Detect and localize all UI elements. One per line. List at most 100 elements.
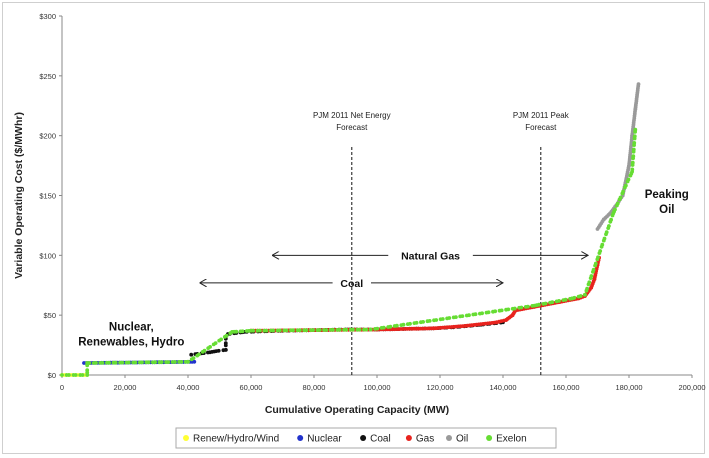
data-point — [609, 217, 613, 222]
data-point — [159, 360, 164, 364]
data-point — [434, 318, 439, 322]
data-point — [602, 236, 607, 241]
x-axis-title: Cumulative Operating Capacity (MW) — [265, 404, 449, 416]
data-point — [197, 352, 201, 357]
legend-marker — [486, 435, 493, 441]
legend-marker — [360, 435, 367, 441]
data-point — [331, 328, 335, 332]
data-point — [351, 327, 355, 332]
data-point — [604, 230, 609, 235]
data-point — [557, 299, 561, 303]
group-label: Oil — [659, 204, 674, 216]
data-point — [219, 337, 224, 342]
data-point — [493, 309, 498, 314]
data-point — [284, 328, 289, 333]
data-point — [357, 327, 362, 332]
data-point — [408, 321, 412, 326]
data-point — [460, 314, 465, 318]
data-point — [563, 297, 568, 302]
data-point — [550, 300, 555, 305]
reference-line-label: PJM 2011 Peak — [513, 111, 570, 120]
data-point — [454, 315, 458, 319]
x-tick-label: 140,000 — [489, 383, 516, 392]
data-point — [133, 360, 138, 365]
y-tick-label: $50 — [43, 311, 56, 320]
data-point — [73, 373, 78, 377]
data-point — [388, 324, 393, 329]
data-point — [223, 348, 228, 352]
data-point — [526, 304, 530, 309]
data-point — [153, 360, 158, 365]
reference-line-label: Forecast — [525, 123, 557, 132]
data-point — [85, 368, 90, 373]
range-label: Natural Gas — [401, 250, 460, 262]
data-point — [94, 361, 98, 365]
data-point — [632, 141, 637, 145]
y-tick-label: $200 — [39, 132, 56, 141]
data-point — [578, 294, 583, 298]
data-point — [414, 320, 419, 325]
data-point — [543, 301, 548, 306]
data-point — [486, 310, 491, 315]
y-tick-label: $250 — [39, 72, 56, 81]
data-point — [587, 280, 592, 285]
data-point — [297, 328, 302, 333]
data-point — [208, 345, 213, 349]
data-point — [624, 183, 628, 188]
data-point — [401, 322, 406, 327]
legend-item: Oil — [446, 434, 468, 445]
data-point — [621, 189, 625, 194]
reference-lines: PJM 2011 Net Energy Forecast PJM 2011 Peak… — [313, 111, 570, 375]
data-point — [368, 327, 373, 332]
legend: Renew/Hydro/Wind Nuclear Coal Gas Oil Exelon — [175, 427, 557, 449]
data-point — [216, 348, 221, 353]
data-point — [427, 319, 432, 323]
legend-label: Renew/Hydro/Wind — [193, 434, 279, 445]
data-point — [596, 255, 600, 260]
data-point — [344, 327, 349, 332]
data-point — [304, 328, 309, 333]
y-axis-title: Variable Operating Cost ($/MWhr) — [13, 112, 25, 279]
data-point — [166, 360, 171, 364]
data-point — [173, 360, 177, 364]
data-point — [499, 308, 504, 313]
reference-line-label: Forecast — [336, 123, 368, 132]
data-point — [631, 154, 636, 159]
data-point — [258, 328, 262, 333]
x-tick-label: 80,000 — [303, 383, 326, 392]
data-point — [191, 356, 196, 360]
legend-item: Nuclear — [297, 434, 342, 445]
data-point — [631, 147, 636, 152]
data-point — [120, 360, 125, 365]
legend-marker — [183, 435, 189, 441]
x-tick-label: 0 — [60, 383, 64, 392]
data-point — [146, 360, 151, 365]
data-point — [264, 328, 269, 333]
data-point — [626, 177, 631, 182]
legend-label: Gas — [416, 434, 434, 445]
data-point — [467, 313, 471, 318]
x-tick-label: 20,000 — [114, 383, 137, 392]
data-point — [615, 201, 620, 206]
data-point — [519, 305, 524, 310]
group-label: Peaking — [645, 189, 689, 201]
data-point — [107, 360, 111, 365]
data-point — [512, 306, 517, 311]
y-tick-label: $0 — [48, 371, 56, 380]
data-point — [381, 325, 386, 330]
data-point — [440, 317, 445, 321]
data-point — [583, 292, 587, 297]
y-tick-label: $300 — [39, 12, 56, 21]
chart-frame — [2, 2, 705, 454]
data-point — [364, 327, 369, 332]
series-exelon — [60, 127, 638, 377]
data-point — [480, 311, 484, 316]
data-point — [421, 320, 425, 324]
reference-line-label: PJM 2011 Net Energy — [313, 111, 391, 120]
data-point — [607, 224, 611, 228]
data-point — [613, 207, 617, 212]
axes: 0 20,000 40,000 60,000 80,000 100,000 120,000 1… — [13, 12, 706, 416]
x-tick-label: 160,000 — [552, 383, 579, 392]
data-point — [447, 316, 452, 320]
y-tick-label: $100 — [39, 251, 56, 260]
